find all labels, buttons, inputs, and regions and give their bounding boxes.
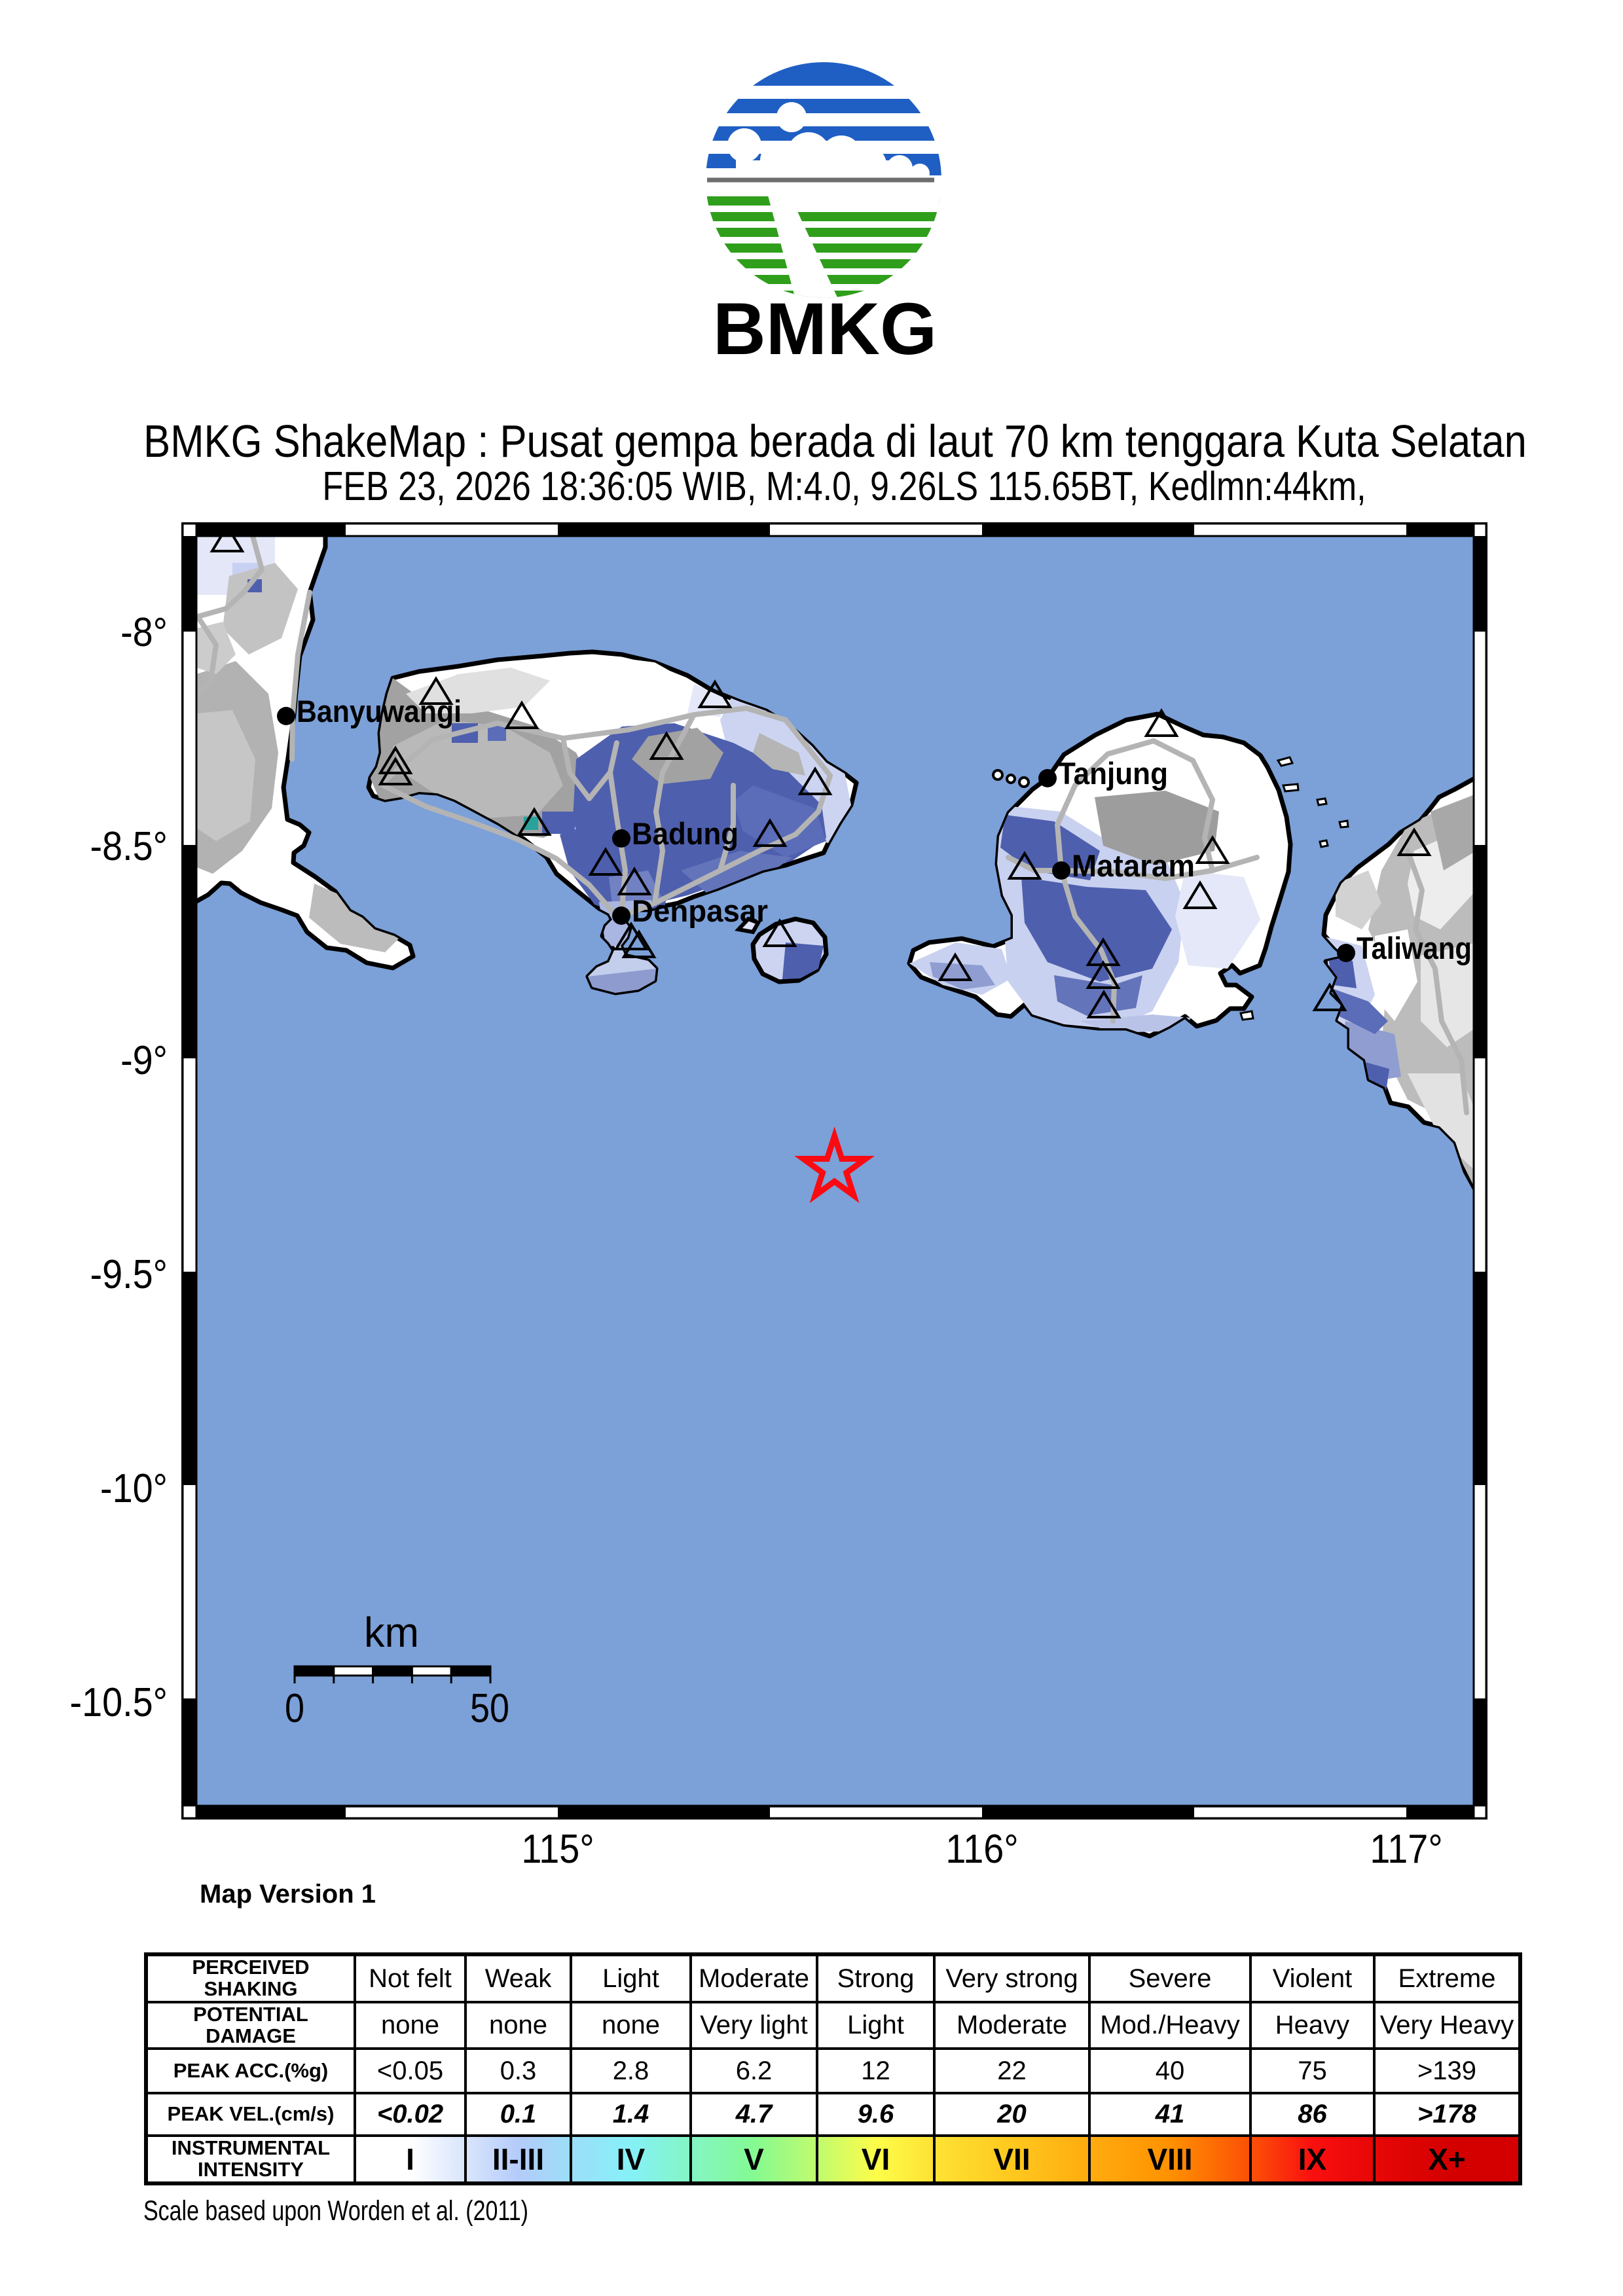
svg-text:Taliwang: Taliwang xyxy=(1357,931,1472,965)
svg-text:Denpasar: Denpasar xyxy=(632,893,768,928)
svg-text:Badung: Badung xyxy=(632,816,739,851)
svg-text:km: km xyxy=(364,1609,419,1656)
svg-text:50: 50 xyxy=(470,1686,509,1731)
svg-text:Mataram: Mataram xyxy=(1072,848,1195,883)
svg-text:0: 0 xyxy=(285,1686,304,1731)
svg-text:Banyuwangi: Banyuwangi xyxy=(297,694,462,728)
svg-text:Tanjung: Tanjung xyxy=(1058,756,1168,791)
